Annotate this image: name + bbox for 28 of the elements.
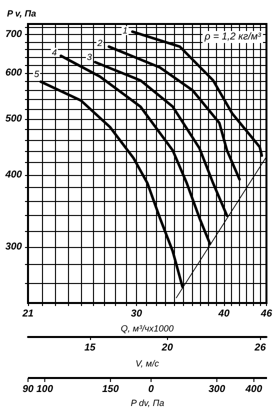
- x-tick-label: 46: [260, 308, 272, 320]
- annotation: 2: [96, 38, 102, 48]
- x2-tick-label: 20: [160, 342, 174, 354]
- annotation: 4: [52, 47, 57, 58]
- y-tick-label: 300: [5, 242, 22, 253]
- y-tick-label: 400: [4, 169, 22, 180]
- x2-tick-label: 15: [84, 342, 96, 354]
- text: 100: [36, 384, 54, 395]
- annotation: 1: [122, 26, 128, 36]
- x-axis-title: Q, м³/чх1000: [120, 323, 174, 334]
- x-tick-label: 40: [217, 308, 230, 320]
- y-tick-label: 500: [5, 113, 22, 124]
- y-axis-title: P v, Па: [7, 8, 36, 18]
- text: 400: [246, 384, 262, 395]
- text: 150: [102, 384, 119, 395]
- y-tick-label: 700: [5, 29, 22, 40]
- x2-axis-title: V, м/с: [135, 358, 160, 368]
- x-tick-label: 21: [21, 308, 34, 320]
- annotation: ρ = 1,2 кг/м³: [204, 32, 262, 42]
- y-tick-label: 600: [5, 68, 22, 79]
- text: P dv, Па: [130, 398, 164, 408]
- text: 90: [22, 384, 34, 395]
- x-tick-label: 30: [130, 308, 142, 320]
- text: 0: [148, 384, 154, 395]
- annotation: 5: [34, 69, 40, 80]
- x2-tick-label: 26: [254, 342, 266, 354]
- text: 300: [208, 384, 226, 395]
- annotation: 3: [86, 52, 92, 62]
